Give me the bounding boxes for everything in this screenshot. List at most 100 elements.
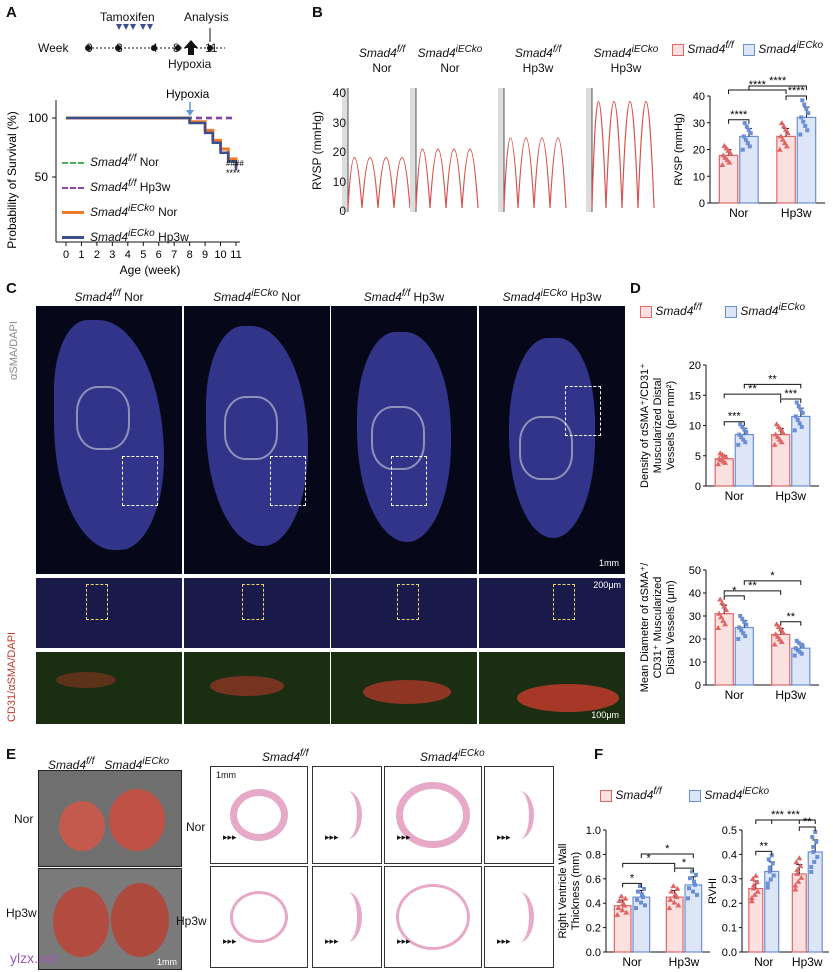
sig-label: *** [784, 388, 798, 400]
histology-section: ▸▸▸ [312, 766, 382, 864]
y-tick-label: 0.5 [722, 825, 737, 837]
data-point [805, 128, 810, 133]
micro-column-header: Smad4f/f Hp3w [363, 288, 445, 304]
survival-xtick-label: 4 [125, 249, 131, 261]
rv-wall-section [505, 892, 535, 942]
data-point [739, 435, 744, 440]
y-tick-label: 1.0 [586, 825, 601, 837]
data-point [751, 891, 758, 897]
y-tick-label: 40 [693, 91, 705, 103]
f-legend: Smad4f/f Smad4iECko [600, 786, 769, 802]
hist-row-nor: Nor [186, 820, 206, 834]
hypoxia-arrow-icon [184, 40, 198, 55]
sig-bracket [780, 398, 802, 404]
vessel-red [517, 684, 619, 712]
y-axis-label: CD31⁺ Muscularized [652, 577, 664, 679]
sig-label: * [647, 852, 652, 864]
data-point [796, 855, 803, 861]
histology-section: ▸▸▸ [210, 766, 308, 864]
sig-label: ** [803, 816, 812, 828]
y-tick-label: 0 [695, 481, 701, 493]
y-tick-label: 0.4 [722, 849, 737, 861]
data-point [792, 428, 797, 433]
y-tick-label: 0 [695, 680, 701, 692]
timeline-dot-11 [207, 45, 213, 51]
data-point [778, 638, 785, 644]
trace-header: Smad4iECko Hp3w [593, 44, 659, 75]
data-point [782, 126, 789, 132]
data-point [741, 437, 746, 442]
data-point [748, 131, 753, 136]
data-point [739, 628, 744, 633]
y-tick-label: 40 [689, 588, 701, 600]
data-point [746, 127, 751, 132]
y-tick-label: 20 [693, 145, 705, 157]
data-point [623, 909, 630, 915]
data-point [793, 414, 798, 419]
sig-bracket [785, 95, 807, 100]
y-tick-label: 0.1 [722, 923, 737, 935]
data-point [811, 849, 816, 854]
y-tick-label: 5 [695, 451, 701, 463]
survival-ylabel: Probability of Survival (%) [5, 111, 19, 248]
bar [771, 633, 791, 686]
data-point [797, 421, 802, 426]
d-legend: Smad4f/f Smad4iECko [640, 302, 805, 318]
sig-label: ** [748, 580, 757, 592]
tamoxifen-arrows [116, 24, 153, 30]
survival-ytick-100: 100 [28, 111, 48, 125]
y-tick-label: 30 [689, 611, 701, 623]
lung-fluor-image [184, 652, 330, 724]
x-tick-label: Nor [754, 955, 773, 969]
rvsp-trace [342, 88, 411, 212]
data-point [740, 424, 745, 429]
data-point [779, 136, 786, 142]
data-point [779, 429, 786, 435]
data-point [673, 894, 680, 900]
data-point [668, 888, 675, 894]
arrowheads-icon: ▸▸▸ [325, 936, 339, 946]
x-tick-label: Nor [622, 955, 641, 969]
data-point [740, 147, 745, 152]
survival-xticks: 0 1 2 3 4 5 6 7 8 9 10 11 [63, 242, 242, 261]
sig-label: **** [769, 75, 787, 87]
survival-xtick-label: 11 [230, 249, 241, 261]
y-tick-label: 15 [689, 390, 701, 402]
y-axis-label: Thickness (mm) [570, 852, 582, 930]
data-point [744, 622, 749, 627]
data-point [743, 137, 748, 142]
data-point [722, 459, 729, 465]
survival-xtick-label: 2 [94, 249, 100, 261]
sig-bracket [674, 867, 694, 873]
legend-ff-nor: Smad4f/f Nor [62, 148, 189, 173]
data-point [614, 911, 621, 917]
panel-label-c: C [6, 280, 17, 297]
zoom-box [122, 456, 158, 506]
data-point [634, 906, 638, 911]
trace-header: Smad4f/f Hp3w [514, 44, 562, 75]
bar [613, 905, 632, 953]
lung-whole-image [36, 306, 182, 574]
lung-zoom-image [184, 578, 330, 648]
trace-waveform [503, 137, 567, 209]
data-point [642, 886, 646, 891]
y-tick-label: 0.6 [586, 874, 601, 886]
sig-label: ** [748, 383, 757, 395]
data-point [737, 625, 742, 630]
data-point [741, 134, 746, 139]
data-point [754, 888, 761, 894]
data-point [742, 427, 747, 432]
data-point [814, 839, 819, 844]
week-tick-8: 8 [173, 41, 180, 55]
zoom-box-yellow [397, 584, 419, 620]
data-point [688, 876, 692, 881]
y-tick-label: 10 [689, 421, 701, 433]
data-point [723, 454, 730, 460]
zoom-box [565, 386, 601, 436]
x-tick-label: Hp3w [792, 955, 823, 969]
legend-ff-hp: Smad4f/f Hp3w [62, 173, 189, 198]
data-point [715, 624, 722, 630]
data-point [795, 878, 802, 884]
hist-scale: 1mm [216, 770, 236, 780]
